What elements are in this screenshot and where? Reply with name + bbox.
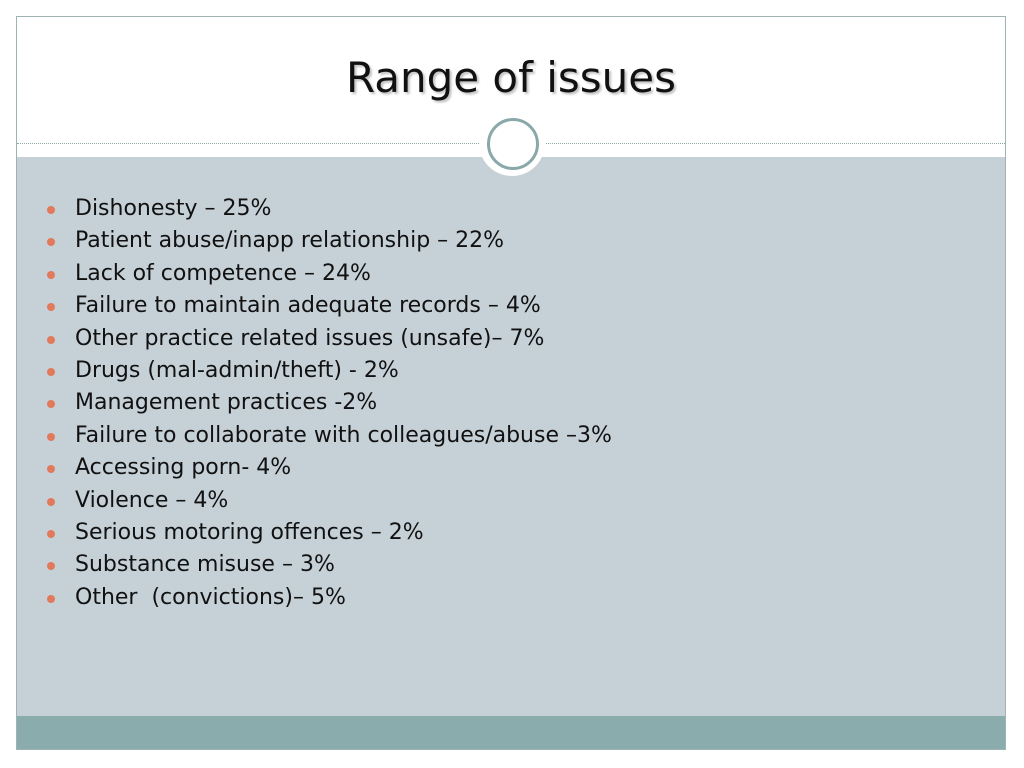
bullet-icon bbox=[47, 562, 55, 571]
list-item: Other practice related issues (unsafe)– … bbox=[45, 323, 612, 355]
list-item: Dishonesty – 25% bbox=[45, 193, 612, 225]
bullet-icon bbox=[47, 594, 55, 603]
list-item: Serious motoring offences – 2% bbox=[45, 517, 612, 549]
bullet-icon bbox=[47, 238, 55, 247]
list-item: Violence – 4% bbox=[45, 485, 612, 517]
content-area bbox=[17, 157, 1005, 716]
list-item-text: Failure to collaborate with colleagues/a… bbox=[75, 422, 612, 448]
list-item-text: Management practices -2% bbox=[75, 390, 378, 416]
bullet-icon bbox=[47, 432, 55, 441]
list-item-text: Accessing porn- 4% bbox=[75, 455, 292, 481]
bullet-icon bbox=[47, 400, 55, 409]
divider-circle-icon bbox=[487, 118, 539, 170]
list-item: Patient abuse/inapp relationship – 22% bbox=[45, 225, 612, 257]
list-item: Accessing porn- 4% bbox=[45, 452, 612, 484]
list-item-text: Other (convictions)– 5% bbox=[75, 584, 346, 610]
list-item-text: Serious motoring offences – 2% bbox=[75, 520, 424, 546]
footer-bar bbox=[17, 716, 1005, 749]
list-item: Failure to maintain adequate records – 4… bbox=[45, 290, 612, 322]
list-item: Failure to collaborate with colleagues/a… bbox=[45, 420, 612, 452]
list-item-text: Other practice related issues (unsafe)– … bbox=[75, 325, 545, 351]
list-item-text: Violence – 4% bbox=[75, 487, 229, 513]
list-item-text: Substance misuse – 3% bbox=[75, 552, 335, 578]
bullet-icon bbox=[47, 270, 55, 279]
list-item: Substance misuse – 3% bbox=[45, 549, 612, 581]
issues-list: Dishonesty – 25% Patient abuse/inapp rel… bbox=[45, 193, 612, 614]
list-item-text: Drugs (mal-admin/theft) - 2% bbox=[75, 358, 399, 384]
list-item: Management practices -2% bbox=[45, 387, 612, 419]
bullet-icon bbox=[47, 206, 55, 214]
slide: Range of issues Dishonesty – 25% Patient… bbox=[16, 16, 1006, 750]
list-item-text: Lack of competence – 24% bbox=[75, 260, 371, 286]
list-item-text: Dishonesty – 25% bbox=[75, 196, 272, 221]
bullet-icon bbox=[47, 335, 55, 344]
list-item: Lack of competence – 24% bbox=[45, 258, 612, 290]
slide-title: Range of issues bbox=[345, 53, 677, 102]
bullet-icon bbox=[47, 530, 55, 539]
list-item-text: Patient abuse/inapp relationship – 22% bbox=[75, 228, 505, 254]
list-item: Drugs (mal-admin/theft) - 2% bbox=[45, 355, 612, 387]
bullet-icon bbox=[47, 303, 55, 312]
bullet-icon bbox=[47, 465, 55, 474]
bullet-icon bbox=[47, 497, 55, 506]
bullet-icon bbox=[47, 368, 55, 377]
list-item-text: Failure to maintain adequate records – 4… bbox=[75, 293, 541, 319]
list-item: Other (convictions)– 5% bbox=[45, 582, 612, 614]
